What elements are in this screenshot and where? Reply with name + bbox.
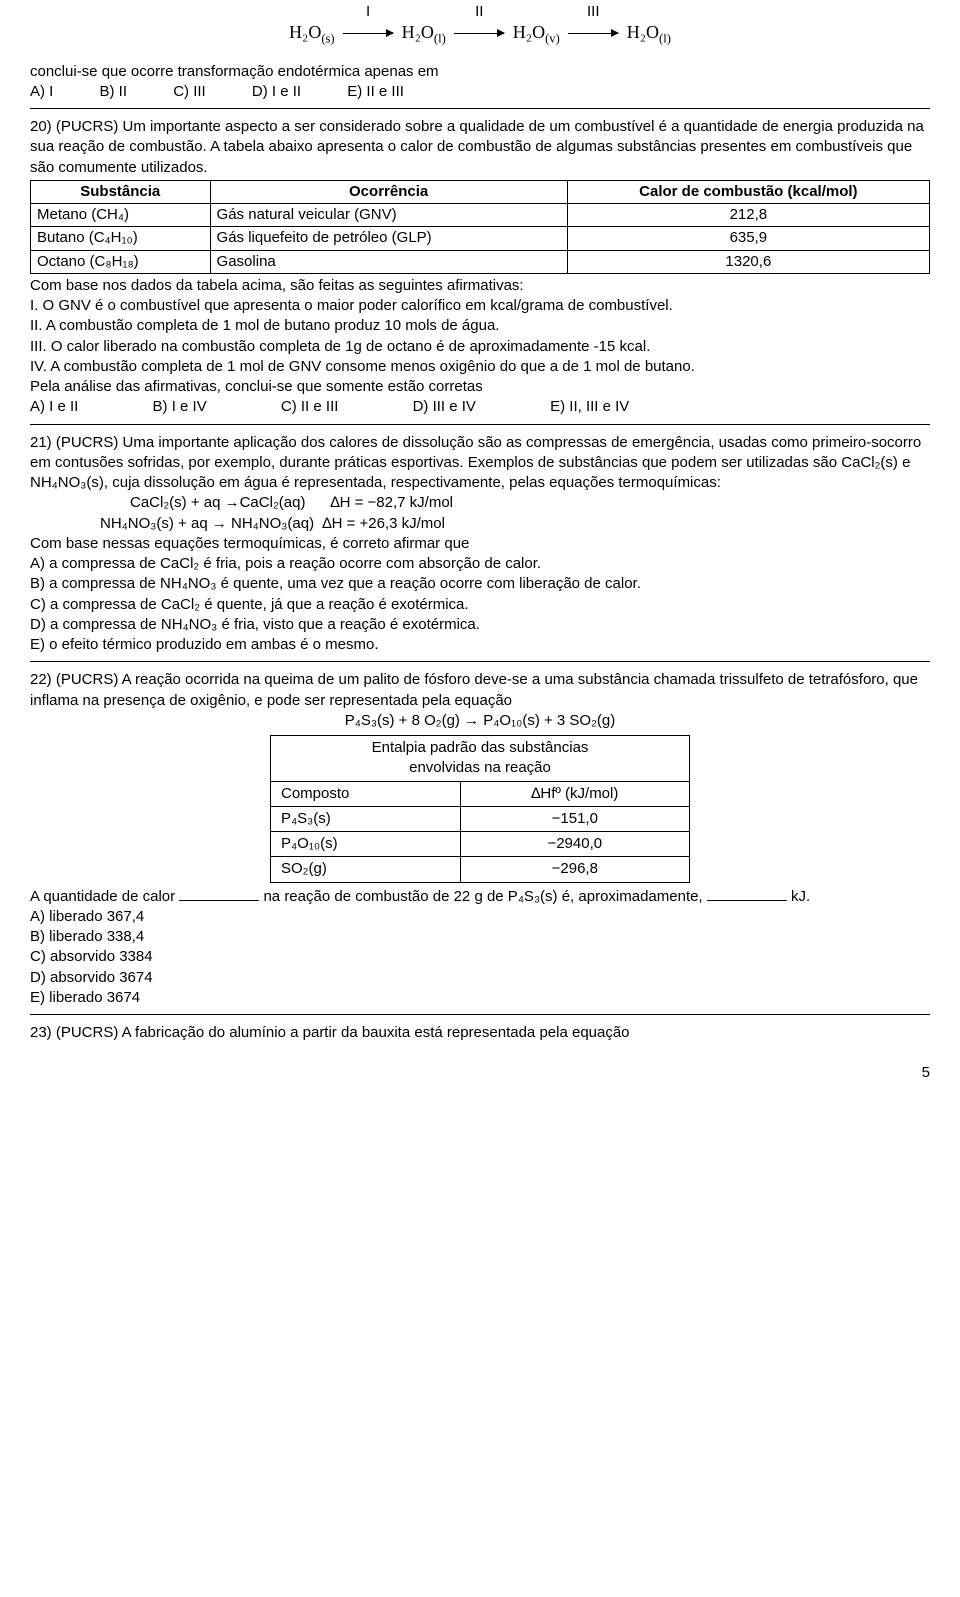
q21-opt-c: C) a compressa de CaCl₂ é quente, já que… <box>30 595 930 615</box>
q20-opt-e: E) II, III e IV <box>550 398 629 415</box>
arrow-label-1: I <box>366 2 370 22</box>
divider <box>30 424 930 425</box>
q20-opt-d: D) III e IV <box>413 398 476 415</box>
q19-opt-d: D) I e II <box>252 83 301 100</box>
q22-fill: A quantidade de calor na reação de combu… <box>30 887 930 907</box>
q19-opt-a: A) I <box>30 83 53 100</box>
phase-diagram: H₂O(s) I H₂O(l) II H₂O(v) III H₂O(l) <box>30 20 930 48</box>
q19-opt-c: C) III <box>173 83 206 100</box>
q20-stmt-i: I. O GNV é o combustível que apresenta o… <box>30 296 930 316</box>
q19-options: A) I B) II C) III D) I e II E) II e III <box>30 82 930 102</box>
table-row: P₄S₃(s)−151,0 <box>271 806 690 831</box>
table-row: SO₂(g)−296,8 <box>271 857 690 882</box>
q20-stmt-iv: IV. A combustão completa de 1 mol de GNV… <box>30 357 930 377</box>
q20-opt-b: B) I e IV <box>153 398 207 415</box>
q22-opt-a: A) liberado 367,4 <box>30 907 930 927</box>
arrow-label-2: II <box>475 2 483 22</box>
q21-opt-e: E) o efeito térmico produzido em ambas é… <box>30 635 930 655</box>
table-row: Composto∆Hfº (kJ/mol) <box>271 781 690 806</box>
divider <box>30 1014 930 1015</box>
arrow-2 <box>454 33 504 34</box>
table-row: Octano (C₈H₁₈)Gasolina1320,6 <box>31 250 930 273</box>
q20-stmt-ii: II. A combustão completa de 1 mol de but… <box>30 316 930 336</box>
arrow-3 <box>568 33 618 34</box>
enthalpy-table: Entalpia padrão das substânciasenvolvida… <box>270 735 690 883</box>
q21-opt-b: B) a compressa de NH₄NO₃ é quente, uma v… <box>30 574 930 594</box>
q20-intro: 20) (PUCRS) Um importante aspecto a ser … <box>30 117 930 178</box>
q20-after: Com base nos dados da tabela acima, são … <box>30 276 930 296</box>
th-heat: Calor de combustão (kcal/mol) <box>567 180 929 203</box>
q22-intro: 22) (PUCRS) A reação ocorrida na queima … <box>30 670 930 711</box>
divider <box>30 108 930 109</box>
q22-opt-e: E) liberado 3674 <box>30 988 930 1008</box>
q20-stmt-iii: III. O calor liberado na combustão compl… <box>30 337 930 357</box>
species-3: H₂O(v) <box>513 22 560 42</box>
table-row: Butano (C₄H₁₀)Gás liquefeito de petróleo… <box>31 227 930 250</box>
species-1: H₂O(s) <box>289 22 335 42</box>
q21-eq1: CaCl₂(s) + aq →CaCl₂(aq) ∆H = −82,7 kJ/m… <box>30 493 930 513</box>
q20-opt-a: A) I e II <box>30 398 78 415</box>
q23-intro: 23) (PUCRS) A fabricação do alumínio a p… <box>30 1023 930 1043</box>
q20-opt-c: C) II e III <box>281 398 339 415</box>
q22-opt-d: D) absorvido 3674 <box>30 968 930 988</box>
q22-opt-c: C) absorvido 3384 <box>30 947 930 967</box>
q21-eq2: NH₄NO₃(s) + aq → NH₄NO₃(aq) ∆H = +26,3 k… <box>30 514 930 534</box>
q22-opt-b: B) liberado 338,4 <box>30 927 930 947</box>
q20-concl: Pela análise das afirmativas, conclui-se… <box>30 377 930 397</box>
q19-opt-e: E) II e III <box>347 83 404 100</box>
enthalpy-header: Entalpia padrão das substânciasenvolvida… <box>271 736 690 782</box>
combustion-table: Substância Ocorrência Calor de combustão… <box>30 180 930 274</box>
q21-lead: Com base nessas equações termoquímicas, … <box>30 534 930 554</box>
arrow-1 <box>343 33 393 34</box>
divider <box>30 661 930 662</box>
table-row: P₄O₁₀(s)−2940,0 <box>271 832 690 857</box>
q21-opt-d: D) a compressa de NH₄NO₃ é fria, visto q… <box>30 615 930 635</box>
q19-text: conclui-se que ocorre transformação endo… <box>30 62 930 82</box>
arrow-label-3: III <box>587 2 600 22</box>
species-2: H₂O(l) <box>402 22 446 42</box>
th-occurrence: Ocorrência <box>210 180 567 203</box>
table-row: Metano (CH₄)Gás natural veicular (GNV)21… <box>31 204 930 227</box>
q20-options: A) I e II B) I e IV C) II e III D) III e… <box>30 397 930 417</box>
species-4: H₂O(l) <box>627 22 671 42</box>
th-substance: Substância <box>31 180 211 203</box>
q21-opt-a: A) a compressa de CaCl₂ é fria, pois a r… <box>30 554 930 574</box>
q22-eq: P₄S₃(s) + 8 O₂(g) → P₄O₁₀(s) + 3 SO₂(g) <box>30 711 930 731</box>
q21-intro: 21) (PUCRS) Uma importante aplicação dos… <box>30 433 930 494</box>
q19-opt-b: B) II <box>100 83 128 100</box>
page-number: 5 <box>30 1063 930 1083</box>
